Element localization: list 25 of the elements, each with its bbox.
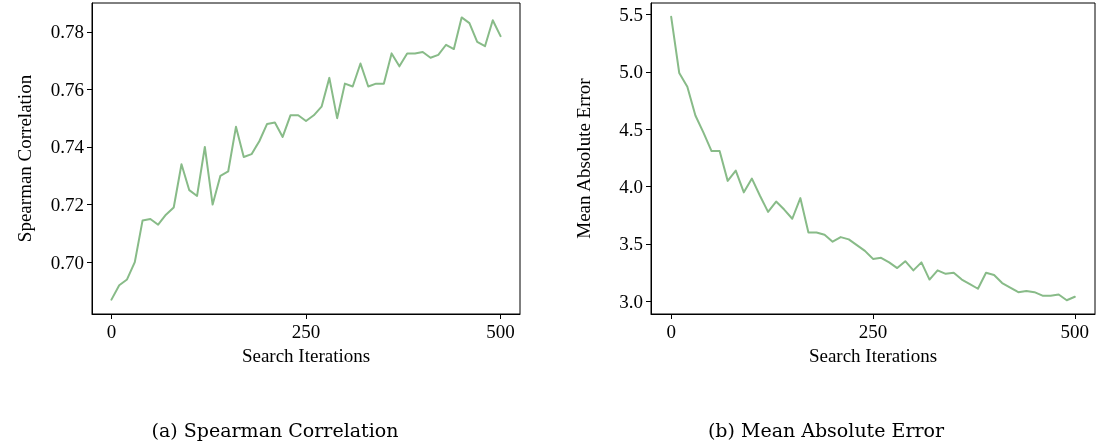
y-tick-label: 0.78 [50,21,84,43]
y-tick-label: 5.5 [619,3,643,25]
y-tick-label: 5.0 [619,61,643,83]
x-tick-label: 250 [858,321,888,342]
x-tick-label: 250 [291,321,321,342]
line-series [670,15,1076,302]
y-tick-label: 0.76 [50,78,84,100]
x-tick-label: 500 [1060,321,1090,342]
x-tick-label: 500 [486,321,515,342]
y-tick-label: 3.0 [619,290,643,312]
x-axis-title: Search Iterations [808,344,938,366]
x-tick-label: 0 [666,321,676,342]
line-series [110,16,502,301]
x-tick-label: 0 [106,321,117,342]
y-tick-label: 3.5 [619,233,643,255]
y-tick-label: 0.72 [50,194,84,216]
text: (b) Mean Absolute Error [707,418,946,441]
y-tick-label: 0.74 [50,136,85,158]
y-axis-title: Mean Absolute Error [573,77,594,239]
y-axis-title: Spearman Correlation [14,74,35,243]
x-axis-title: Search Iterations [241,344,371,366]
y-tick-label: 0.70 [50,251,84,273]
y-tick-label: 4.0 [619,176,643,198]
text: (a) Spearman Correlation [151,418,399,441]
y-tick-label: 4.5 [619,118,643,140]
